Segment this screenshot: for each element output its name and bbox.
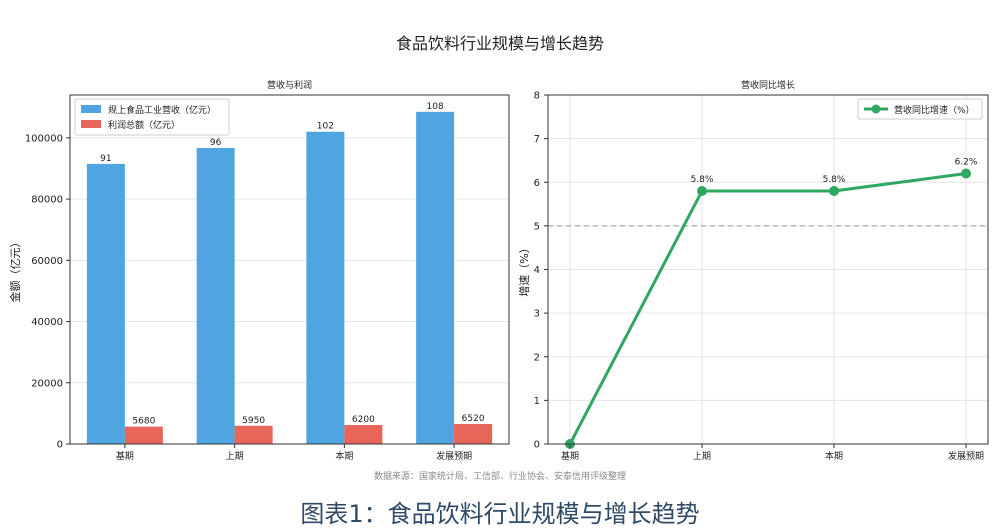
x-tick-label: 上期: [693, 451, 711, 462]
source-note: 数据来源：国家统计局、工信部、行业协会、安泰信用评级整理: [373, 472, 626, 482]
x-tick-label: 基期: [116, 450, 134, 462]
y-tick-label: 2: [534, 352, 540, 363]
point-data-label: 5.8%: [823, 175, 846, 185]
bar: [124, 426, 163, 444]
legend-label: 营收同比增速（%）: [894, 104, 975, 116]
plot-frame: [547, 94, 989, 445]
figure-title: 食品饮料行业规模与增长趋势: [395, 34, 604, 53]
charts-canvas: 营收与利润915680基期965950上期1026200本期1086520发展预…: [8, 79, 989, 462]
y-tick-label: 100000: [25, 133, 63, 144]
bar: [234, 425, 273, 444]
point-data-label: 5.8%: [691, 175, 714, 185]
bar-data-label: 102: [317, 122, 334, 132]
bar: [454, 424, 493, 444]
y-tick-label: 80000: [31, 195, 63, 206]
legend-label: 规上食品工业营收（亿元）: [108, 104, 216, 116]
bar-data-label: 6200: [352, 415, 375, 425]
legend-label: 利润总额（亿元）: [108, 119, 180, 131]
data-point: [961, 168, 971, 179]
bar: [306, 131, 345, 444]
y-axis-label: 金额（亿元）: [8, 237, 22, 303]
y-tick-label: 0: [534, 440, 540, 451]
legend-box: [74, 98, 230, 136]
bar: [196, 147, 235, 444]
legend: 营收同比增速（%）: [857, 98, 983, 120]
x-tick-label: 本期: [825, 450, 843, 462]
y-tick-label: 20000: [31, 378, 63, 389]
x-tick-label: 基期: [561, 450, 579, 462]
bar-data-label: 5950: [242, 416, 265, 426]
y-tick-label: 0: [57, 440, 63, 451]
bar: [86, 163, 125, 444]
legend-swatch: [81, 105, 101, 113]
bar-data-label: 6520: [462, 414, 485, 424]
line-chart-title: 营收同比增长: [741, 79, 795, 91]
bar-data-label: 5680: [132, 417, 155, 427]
x-tick-label: 发展预期: [436, 450, 472, 462]
y-tick-label: 1: [534, 396, 540, 407]
x-tick-label: 上期: [226, 451, 244, 462]
data-point: [697, 185, 707, 196]
y-tick-label: 40000: [31, 317, 63, 328]
line-chart: 营收同比增长 5.8% 5.8% 6.2% 基期 上期 本期 发展预期 0 1 2 3 4 5 6 7 8 增速（…: [517, 79, 989, 462]
bar: [344, 425, 383, 444]
bar: [416, 111, 455, 445]
y-tick-label: 4: [534, 265, 540, 276]
y-tick-label: 7: [534, 134, 540, 145]
y-tick-label: 60000: [31, 256, 63, 267]
legend: 规上食品工业营收（亿元） 利润总额（亿元）: [74, 98, 230, 136]
bar-data-label: 96: [210, 138, 222, 148]
series-line: [568, 172, 967, 445]
legend-box: [857, 98, 983, 120]
legend-swatch: [81, 120, 101, 128]
legend-marker: [871, 104, 881, 114]
bar-chart-title: 营收与利润: [267, 79, 312, 91]
figure-caption: 图表1：食品饮料行业规模与增长趋势: [300, 500, 700, 528]
data-point: [829, 185, 839, 196]
plot-frame: [69, 94, 510, 445]
y-tick-label: 8: [534, 91, 540, 102]
bar-chart: 营收与利润 91 5680 基期 96 5950 上期 102 6200 本期 108 6520 发展预…: [8, 79, 510, 462]
y-tick-label: 5: [534, 221, 540, 232]
bar-data-label: 108: [427, 102, 444, 112]
x-tick-label: 发展预期: [948, 450, 984, 462]
bar-data-label: 91: [100, 154, 111, 164]
point-data-label: 6.2%: [955, 158, 978, 168]
y-tick-label: 3: [534, 309, 540, 320]
y-tick-label: 6: [534, 178, 540, 189]
x-tick-label: 本期: [335, 450, 353, 462]
y-axis-label: 增速（%）: [517, 242, 531, 296]
